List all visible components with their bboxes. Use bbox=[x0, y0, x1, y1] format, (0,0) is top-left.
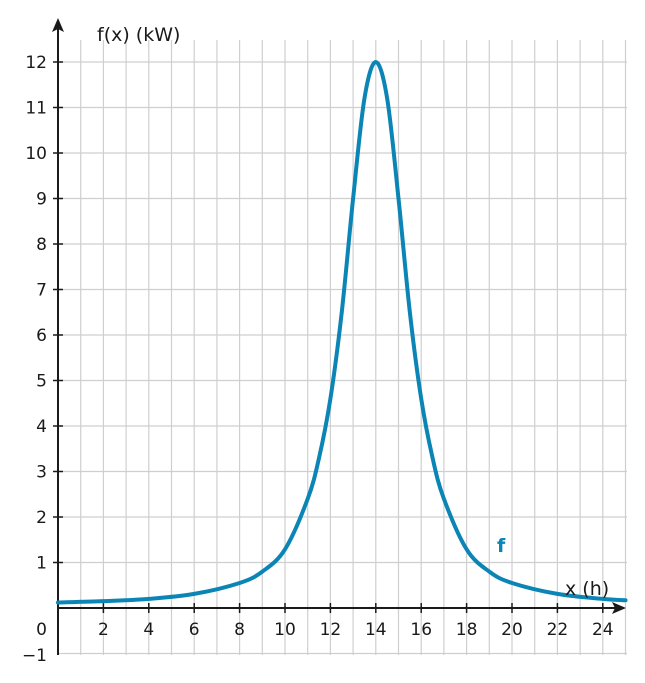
x-tick-label: 16 bbox=[410, 620, 432, 640]
y-tick-label: 3 bbox=[36, 463, 47, 483]
x-tick-label: 22 bbox=[547, 620, 569, 640]
origin-label: 0 bbox=[36, 620, 47, 640]
y-tick-label: 4 bbox=[36, 417, 47, 437]
x-tick-label: 4 bbox=[143, 620, 154, 640]
y-tick-label: 8 bbox=[36, 235, 47, 255]
y-tick-label: 9 bbox=[36, 190, 47, 210]
x-axis-arrow bbox=[612, 602, 626, 614]
x-tick-label: 14 bbox=[365, 620, 387, 640]
axes bbox=[52, 18, 626, 655]
x-tick-label: 10 bbox=[274, 620, 296, 640]
x-tick-label: 12 bbox=[320, 620, 342, 640]
ticks bbox=[53, 61, 604, 613]
y-tick-label: 5 bbox=[36, 372, 47, 392]
grid bbox=[58, 40, 627, 655]
x-tick-label: 2 bbox=[98, 620, 109, 640]
x-tick-label: 6 bbox=[189, 620, 200, 640]
y-tick-label: 11 bbox=[25, 99, 47, 119]
y-tick-label: 12 bbox=[25, 53, 47, 73]
y-tick-label: 1 bbox=[36, 554, 47, 574]
y-axis-title: f(x) (kW) bbox=[97, 24, 180, 46]
y-tick-label: 2 bbox=[36, 508, 47, 528]
x-tick-label: 8 bbox=[234, 620, 245, 640]
x-tick-label: 24 bbox=[592, 620, 614, 640]
y-axis-arrow bbox=[52, 18, 64, 32]
y-tick-label: 7 bbox=[36, 281, 47, 301]
x-tick-label: 18 bbox=[456, 620, 478, 640]
y-tick-label: 10 bbox=[25, 144, 47, 164]
y-min-label: −1 bbox=[22, 646, 47, 666]
series-label-f: f bbox=[497, 535, 506, 557]
y-tick-label: 6 bbox=[36, 326, 47, 346]
series-line-f bbox=[56, 60, 628, 605]
x-axis-title: x (h) bbox=[565, 578, 609, 600]
x-tick-label: 20 bbox=[501, 620, 523, 640]
